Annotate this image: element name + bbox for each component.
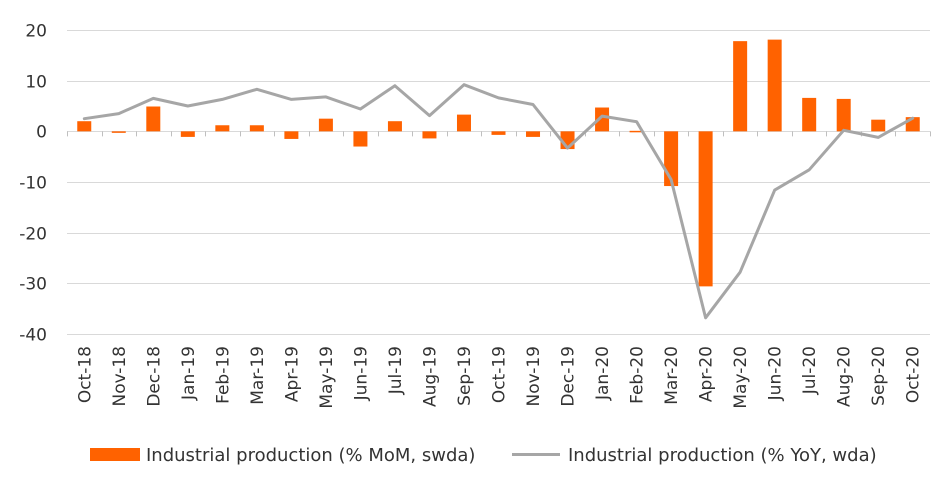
line-point-yoy-nov-19 (532, 103, 535, 106)
line-yoy (82, 83, 915, 320)
line-point-yoy-jul-19 (393, 84, 396, 87)
x-tick-label: Jul-19 (386, 346, 406, 395)
x-tick-label: Oct-20 (904, 346, 924, 403)
bar-mom-apr-19 (284, 131, 299, 139)
bar-mom-mar-19 (249, 125, 264, 132)
bar-mom-may-19 (318, 118, 333, 132)
bar-mom-aug-19 (422, 131, 437, 139)
y-tick-label: -20 (19, 225, 47, 245)
y-axis-tick-labels: 20 10 0 -10 -20 -30 -40 (19, 22, 47, 346)
line-point-yoy-sep-20 (877, 136, 880, 139)
bar-mom-nov-19 (526, 131, 541, 137)
bar-mom-aug-20 (836, 98, 851, 132)
line-point-yoy-oct-20 (911, 117, 914, 120)
bar-mom-may-20 (733, 41, 748, 132)
x-tick-label: Sep-19 (455, 346, 475, 406)
line-point-yoy-apr-19 (290, 98, 293, 101)
x-tick-label: Aug-19 (420, 346, 440, 407)
y-tick-label: -10 (19, 174, 47, 194)
x-tick-label: Feb-19 (213, 346, 233, 404)
x-tick-label: Apr-20 (697, 346, 717, 402)
line-point-yoy-sep-19 (462, 83, 465, 86)
x-tick-label: May-20 (731, 346, 751, 409)
x-tick-label: Nov-18 (110, 346, 130, 407)
line-point-yoy-mar-19 (255, 88, 258, 91)
bar-mom-jan-20 (595, 107, 610, 132)
line-point-yoy-nov-18 (117, 112, 120, 115)
gridlines (67, 30, 931, 335)
bar-mom-jun-19 (353, 131, 368, 147)
x-tick-label: Nov-19 (524, 346, 544, 407)
line-point-yoy-dec-18 (152, 97, 155, 100)
line-point-yoy-apr-20 (704, 316, 707, 319)
y-tick-label: 0 (36, 123, 47, 143)
bar-mom-oct-18 (77, 121, 92, 132)
bar-mom-nov-18 (111, 131, 126, 133)
bar-mom-sep-19 (456, 114, 471, 132)
bar-mom-sep-20 (871, 119, 886, 132)
line-point-yoy-jan-20 (601, 115, 604, 118)
y-tick-label: -40 (19, 326, 47, 346)
line-point-yoy-jan-19 (186, 105, 189, 107)
x-tick-label: Mar-19 (248, 346, 268, 405)
bar-mom-dec-18 (146, 106, 161, 132)
x-tick-label: Aug-20 (835, 346, 855, 407)
bar-mom-jul-20 (802, 97, 817, 132)
x-axis-tick-labels: Oct-18 Nov-18 Dec-18 Jan-19 Feb-19 Mar-19 Apr-… (75, 346, 923, 409)
bar-mom-oct-19 (491, 131, 506, 135)
line-point-yoy-jun-19 (359, 108, 362, 111)
x-tick-label: Jan-20 (593, 346, 613, 401)
bar-mom-feb-19 (215, 125, 230, 132)
x-tick-label: Apr-19 (282, 346, 302, 402)
x-tick-label: Dec-19 (559, 346, 579, 407)
line-point-yoy-mar-20 (670, 178, 673, 181)
line-point-yoy-aug-20 (842, 129, 845, 132)
bar-mom-jul-19 (387, 121, 402, 132)
line-point-yoy-jul-20 (808, 168, 811, 171)
y-tick-label: -30 (19, 275, 47, 295)
x-tick-label: Jul-20 (800, 346, 820, 395)
line-point-yoy-may-20 (739, 271, 742, 274)
y-tick-label: 20 (25, 22, 47, 42)
x-tick-label: Jun-20 (766, 346, 786, 401)
bar-mom-jun-20 (767, 39, 782, 132)
x-tick-label: Feb-20 (628, 346, 648, 404)
x-tick-label: Dec-18 (144, 346, 164, 407)
line-point-yoy-feb-19 (221, 98, 224, 101)
legend-swatch-mom (90, 448, 140, 461)
y-tick-label: 10 (25, 73, 47, 93)
line-point-yoy-aug-19 (428, 114, 431, 117)
bar-mom-jan-19 (180, 131, 195, 137)
bar-series (77, 39, 920, 287)
x-tick-label: Jan-19 (179, 346, 199, 401)
x-tick-label: Oct-18 (75, 346, 95, 403)
line-point-yoy-jun-20 (773, 189, 776, 192)
line-point-yoy-oct-19 (497, 96, 500, 99)
x-tick-label: May-19 (317, 346, 337, 409)
legend-label-yoy: Industrial production (% YoY, wda) (568, 445, 877, 466)
bar-mom-feb-20 (629, 130, 644, 133)
line-point-yoy-oct-18 (83, 117, 86, 120)
legend-label-mom: Industrial production (% MoM, swda) (146, 445, 475, 466)
x-tick-label: Mar-20 (662, 346, 682, 405)
x-tick-label: Jun-19 (351, 346, 371, 401)
line-series (82, 83, 915, 320)
x-tick-label: Oct-19 (490, 346, 510, 403)
bar-mom-apr-20 (698, 131, 713, 287)
line-point-yoy-may-19 (324, 95, 327, 98)
line-point-yoy-feb-20 (635, 120, 638, 123)
line-point-yoy-dec-19 (566, 147, 569, 150)
x-tick-label: Sep-20 (869, 346, 889, 406)
legend: Industrial production (% MoM, swda) Indu… (90, 445, 877, 466)
